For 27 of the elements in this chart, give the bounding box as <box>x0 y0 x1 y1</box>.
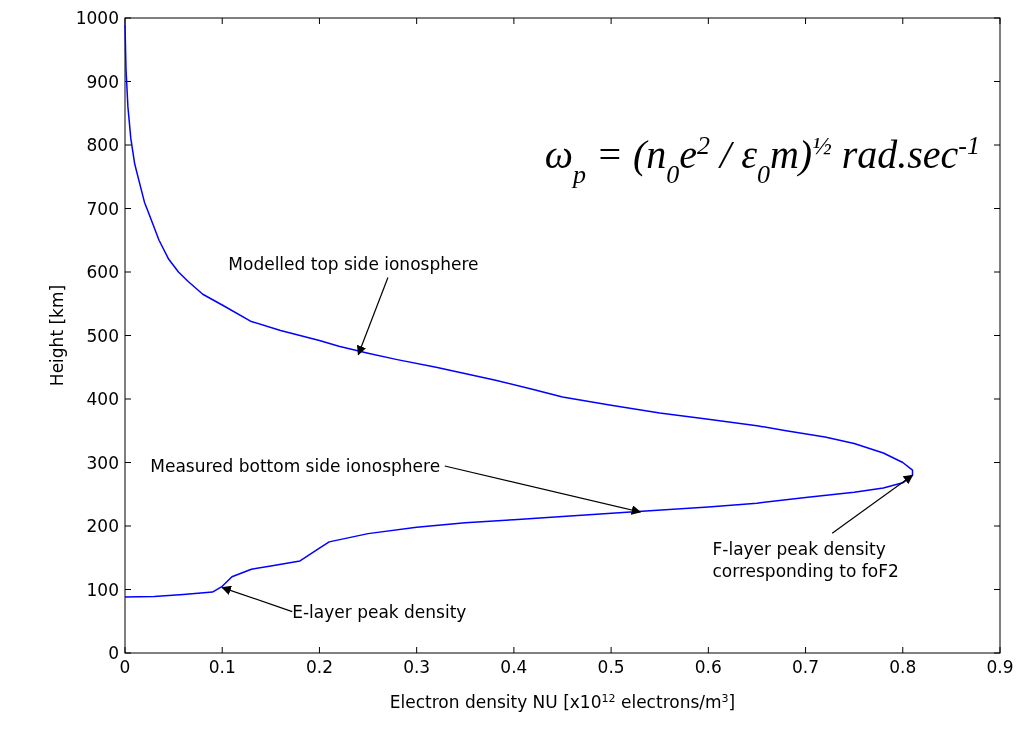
x-tick-label: 0.8 <box>889 657 917 677</box>
y-tick-label: 900 <box>86 71 119 92</box>
text: ω$_{p}$ = (n$_{0}$e$^{2}$ / ε$_{0}$m)$^{½}$ rad.sec$^{-1}$ <box>544 130 980 189</box>
y-tick-label: 400 <box>86 389 119 409</box>
y-tick-label: 500 <box>86 325 119 346</box>
y-tick-label: 700 <box>86 198 119 219</box>
y-tick-label: 0 <box>108 643 119 663</box>
x-tick-label: 0.5 <box>597 657 625 677</box>
annotation: F-layer peak density corresponding to foF2 <box>712 539 899 582</box>
x-tick-label: 0.7 <box>792 657 820 677</box>
annotation: E-layer peak density <box>292 601 467 622</box>
annotation: Measured bottom side ionosphere <box>150 456 441 477</box>
x-tick-label: 0.2 <box>305 657 333 677</box>
x-tick-label: 0.3 <box>403 657 431 677</box>
annotation: Modelled top side ionosphere <box>228 253 479 274</box>
y-tick-label: 600 <box>86 262 119 282</box>
x-tick-label: 0.6 <box>694 657 722 677</box>
x-tick-label: 0.1 <box>208 657 236 677</box>
x-axis-title: Electron density NU [x10$^{12}$ electrons/m$^{3}$] <box>389 691 736 712</box>
y-tick-label: 1000 <box>75 8 119 28</box>
y-tick-label: 800 <box>86 135 119 155</box>
x-tick-label: 0.4 <box>500 657 528 677</box>
y-tick-label: 100 <box>86 579 119 600</box>
y-tick-label: 200 <box>86 516 119 536</box>
y-axis-title: Height [km] <box>47 284 67 387</box>
x-tick-label: 0.9 <box>986 657 1014 677</box>
y-tick-label: 300 <box>86 452 119 473</box>
